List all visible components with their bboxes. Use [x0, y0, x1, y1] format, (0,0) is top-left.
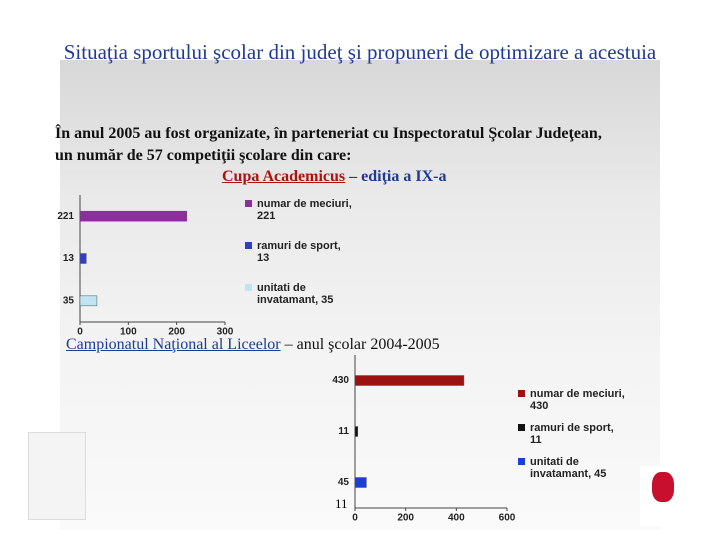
y-tick-label: 13 [63, 253, 75, 264]
x-tick-label: 0 [352, 513, 358, 524]
x-tick-label: 200 [397, 513, 414, 524]
legend-swatch [518, 424, 525, 431]
legend-entry: numar de meciuri, 221 [245, 198, 352, 222]
intro-line: În anul 2005 au fost organizate, în part… [55, 125, 602, 142]
legend-entry: unitati de invatamant, 35 [245, 282, 352, 306]
title-part: – anul şcolar 2004-2005 [280, 336, 440, 353]
bar [79, 295, 98, 307]
legend-swatch [245, 284, 252, 291]
bar [79, 210, 188, 222]
legend-entry: unitati de invatamant, 45 [518, 456, 625, 480]
legend-entry: numar de meciuri, 430 [518, 388, 625, 412]
title-part: Campionatul Naţional al Liceelor [66, 336, 281, 353]
legend-swatch [245, 242, 252, 249]
bar [354, 426, 359, 437]
x-tick-label: 200 [168, 327, 185, 338]
x-tick-label: 300 [217, 327, 234, 338]
legend-label: numar de meciuri, 221 [257, 198, 352, 222]
x-tick-label: 0 [77, 327, 83, 338]
legend-entry: ramuri de sport, 11 [518, 422, 625, 446]
legend-label: unitati de invatamant, 35 [257, 282, 334, 306]
background-photo [60, 60, 660, 530]
title-part: Cupa Academicus [222, 168, 346, 185]
legend-swatch [518, 390, 525, 397]
legend-label: numar de meciuri, 430 [530, 388, 625, 412]
chart-title: Cupa Academicus – ediţia a IX-a [222, 168, 446, 186]
x-tick-label: 400 [448, 513, 465, 524]
bar [354, 375, 465, 386]
x-tick-label: 100 [120, 327, 137, 338]
legend-label: ramuri de sport, 13 [257, 240, 341, 264]
legend-label: unitati de invatamant, 45 [530, 456, 607, 480]
logo [640, 466, 686, 526]
legend-label: ramuri de sport, 11 [530, 422, 614, 446]
y-tick-label: 45 [338, 477, 350, 488]
x-tick-label: 600 [499, 513, 516, 524]
page-number: 11 [335, 496, 348, 511]
legend-swatch [518, 458, 525, 465]
legend-entry: ramuri de sport, 13 [245, 240, 352, 264]
y-tick-label: 11 [338, 426, 349, 437]
legend-swatch [245, 200, 252, 207]
y-tick-label: 221 [57, 211, 74, 222]
chart-title: Campionatul Naţional al Liceelor – anul … [66, 336, 440, 354]
logo [28, 432, 86, 520]
intro-line: un număr de 57 competiţii şcolare din ca… [55, 147, 352, 164]
slide-title: Situaţia sportului şcolar din judeţ şi p… [63, 40, 657, 64]
bar [79, 253, 87, 264]
title-part: – ediţia a IX-a [345, 168, 447, 185]
y-tick-label: 35 [63, 295, 75, 306]
y-tick-label: 430 [332, 375, 349, 386]
bar [354, 477, 367, 488]
